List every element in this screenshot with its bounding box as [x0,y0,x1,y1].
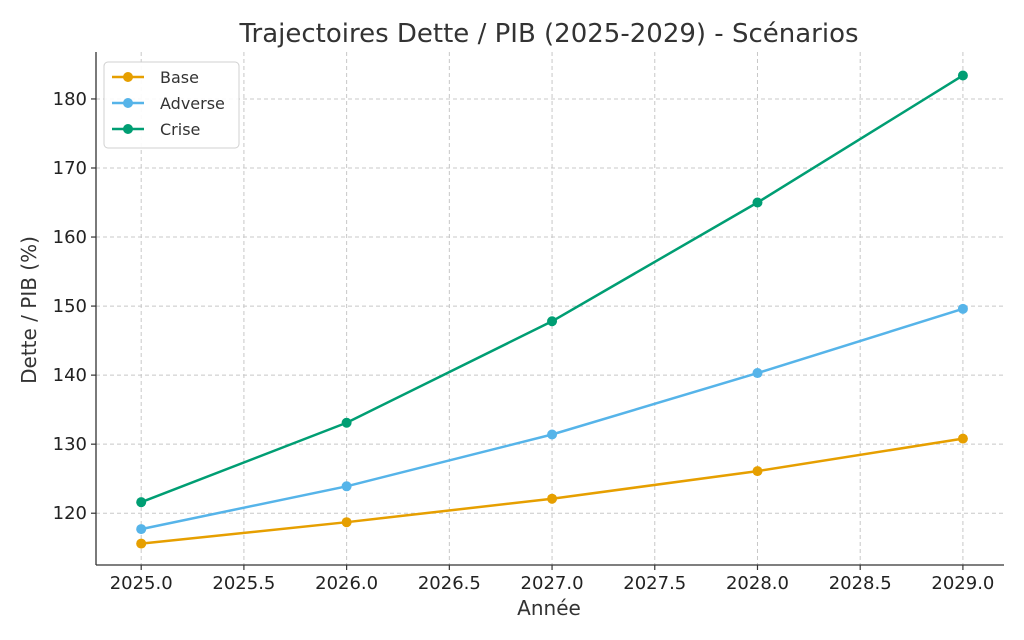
data-point-base [752,466,763,477]
x-tick-label: 2025.5 [212,573,275,594]
data-point-base [957,433,968,444]
axes: 2025.0 2025.5 2026.0 2026.5 2027.0 2027.5 2028… [53,52,1004,594]
data-point-adverse [752,368,763,379]
x-tick-label: 2027.5 [623,573,686,594]
y-tick-label: 150 [53,296,87,317]
y-tick-label: 120 [53,503,87,524]
legend-marker-base [123,72,133,82]
data-point-adverse [547,429,558,440]
x-axis-label: Année [517,596,581,620]
y-tick-label: 170 [53,158,87,179]
data-point-crise [547,316,558,327]
legend-marker-crise [123,124,133,134]
y-tick-label: 180 [53,89,87,110]
series-group [136,70,968,549]
y-axis-label: Dette / PIB (%) [17,236,41,384]
data-point-adverse [341,481,352,492]
x-tick-label: 2026.0 [315,573,378,594]
legend-label-crise: Crise [160,120,200,139]
data-point-base [341,517,352,528]
legend: Base Adverse Crise [103,61,240,149]
data-point-adverse [136,524,147,535]
y-tick-label: 140 [53,365,87,386]
legend-box [103,61,240,149]
data-point-crise [752,197,763,208]
data-point-crise [341,417,352,428]
data-point-adverse [957,303,968,314]
x-tick-label: 2025.0 [110,573,173,594]
chart-title: Trajectoires Dette / PIB (2025-2029) - S… [238,19,858,49]
x-tick-label: 2027.0 [521,573,584,594]
grid [96,52,1004,565]
legend-marker-adverse [123,98,133,108]
x-tick-label: 2026.5 [418,573,481,594]
data-point-base [136,538,147,549]
x-tick-label: 2028.0 [726,573,789,594]
legend-label-adverse: Adverse [160,94,225,113]
data-point-base [547,493,558,504]
data-point-crise [957,70,968,81]
data-point-crise [136,497,147,508]
x-tick-label: 2028.5 [829,573,892,594]
legend-label-base: Base [160,68,199,87]
x-tick-label: 2029.0 [931,573,994,594]
y-tick-label: 130 [53,434,87,455]
y-tick-label: 160 [53,227,87,248]
